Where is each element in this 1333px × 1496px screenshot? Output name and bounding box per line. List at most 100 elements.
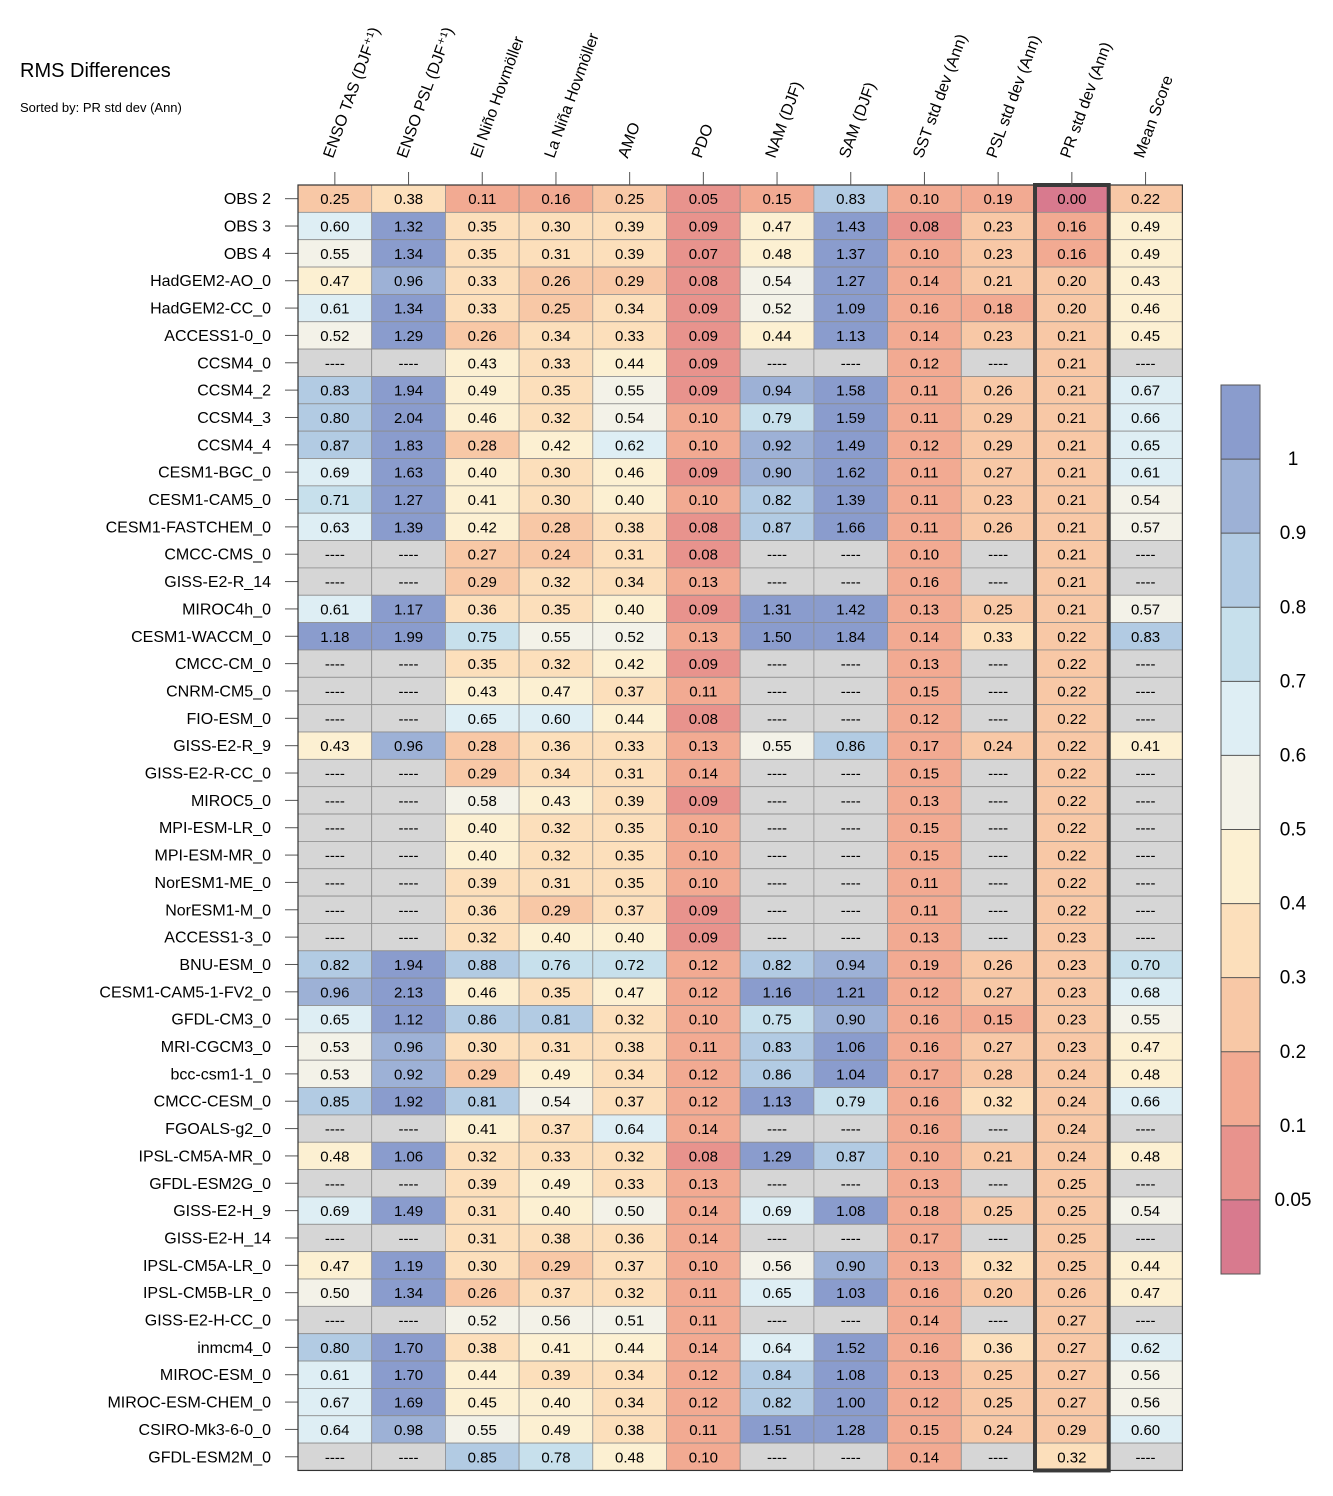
missing-value-label: ---- <box>767 902 787 919</box>
cell-value-label: 0.36 <box>541 738 570 755</box>
heatmap-cell <box>960 485 1036 514</box>
missing-value-label: ---- <box>325 848 345 865</box>
heatmap-cell <box>739 676 815 706</box>
cell-value-label: 0.14 <box>910 629 939 646</box>
missing-value-label: ---- <box>1136 355 1156 372</box>
cell-value-label: 0.23 <box>984 492 1013 509</box>
cell-value-label: 0.81 <box>541 1012 570 1029</box>
heatmap-cell <box>666 1005 741 1034</box>
missing-value-label: ---- <box>1136 930 1156 947</box>
cell-value-label: 1.49 <box>394 1203 423 1220</box>
missing-value-label: ---- <box>325 355 345 372</box>
chart-title: RMS Differences <box>20 60 171 82</box>
heatmap-cell <box>297 1278 373 1307</box>
heatmap-cell <box>371 348 446 377</box>
cell-value-label: 0.09 <box>689 601 718 618</box>
cell-value-label: 0.29 <box>468 766 497 783</box>
heatmap-cell <box>371 813 446 842</box>
cell-value-label: 0.33 <box>984 629 1013 646</box>
row-label: IPSL-CM5A-MR_0 <box>139 1148 272 1165</box>
cell-value-label: 0.21 <box>1057 383 1086 400</box>
row-label: ACCESS1-0_0 <box>164 328 271 345</box>
cell-value-label: 0.82 <box>762 957 791 974</box>
heatmap-cell <box>887 731 962 760</box>
cell-value-label: 0.16 <box>910 574 939 591</box>
cell-value-label: 0.11 <box>689 1422 717 1439</box>
cell-value-label: 0.34 <box>615 1395 644 1412</box>
heatmap-cell <box>444 1360 520 1389</box>
heatmap-cell <box>592 676 667 706</box>
cell-value-label: 0.56 <box>541 1313 570 1330</box>
heatmap-cell <box>518 950 594 979</box>
cell-value-label: 0.22 <box>1057 793 1086 810</box>
cell-value-label: 0.31 <box>615 766 644 783</box>
cell-value-label: 0.44 <box>615 355 644 372</box>
heatmap-cell <box>813 1059 889 1088</box>
row-label: GISS-E2-H-CC_0 <box>145 1313 271 1330</box>
cell-value-label: 1.18 <box>320 629 349 646</box>
heatmap-cell <box>592 458 667 487</box>
cell-value-label: 1.13 <box>836 328 865 345</box>
heatmap-cell <box>739 649 815 678</box>
heatmap-cell <box>1108 786 1183 815</box>
missing-value-label: ---- <box>1136 1176 1156 1193</box>
cell-value-label: 0.45 <box>468 1395 497 1412</box>
cell-value-label: 0.27 <box>984 465 1013 482</box>
row-label: MIROC-ESM_0 <box>160 1367 271 1384</box>
cell-value-label: 0.19 <box>910 957 939 974</box>
heatmap-cell <box>887 458 962 487</box>
heatmap-cell <box>887 430 962 459</box>
missing-value-label: ---- <box>1136 848 1156 865</box>
heatmap-cell <box>371 1169 446 1198</box>
cell-value-label: 0.24 <box>1057 1148 1086 1165</box>
cell-value-label: 1.34 <box>394 246 423 263</box>
heatmap-cell <box>739 403 815 432</box>
cell-value-label: 0.38 <box>541 1230 570 1247</box>
cell-value-label: 0.27 <box>1057 1395 1086 1412</box>
missing-value-label: ---- <box>399 930 419 947</box>
cell-value-label: 0.38 <box>394 191 423 208</box>
heatmap-cell <box>297 950 373 979</box>
cell-value-label: 0.32 <box>615 1148 644 1165</box>
heatmap-cell <box>444 403 520 432</box>
cell-value-label: 0.17 <box>910 1230 939 1247</box>
cell-value-label: 0.34 <box>615 1367 644 1384</box>
heatmap-cell <box>887 403 962 432</box>
cell-value-label: 0.47 <box>615 984 644 1001</box>
colorbar-tick-label: 0.1 <box>1280 1116 1306 1137</box>
cell-value-label: 0.34 <box>615 301 644 318</box>
heatmap-cell <box>960 841 1036 870</box>
heatmap-cell <box>739 567 815 596</box>
cell-value-label: 0.16 <box>1057 246 1086 263</box>
missing-value-label: ---- <box>767 1230 787 1247</box>
cell-value-label: 1.59 <box>836 410 865 427</box>
column-label: ENSO TAS (DJF⁺¹) <box>321 25 384 160</box>
cell-value-label: 0.35 <box>468 656 497 673</box>
cell-value-label: 0.22 <box>1057 711 1086 728</box>
heatmap-cell <box>666 1360 741 1389</box>
cell-value-label: 0.85 <box>320 1094 349 1111</box>
heatmap-cell <box>1108 1305 1183 1335</box>
cell-value-label: 0.96 <box>394 1039 423 1056</box>
cell-value-label: 0.45 <box>1131 328 1160 345</box>
heatmap-cell <box>887 266 962 295</box>
heatmap-cell <box>371 512 446 541</box>
cell-value-label: 0.52 <box>615 629 644 646</box>
heatmap-cell <box>960 1114 1036 1143</box>
cell-value-label: 0.13 <box>910 930 939 947</box>
missing-value-label: ---- <box>399 656 419 673</box>
heatmap-cell <box>592 622 667 651</box>
heatmap-cell <box>371 1305 446 1335</box>
heatmap-cell <box>813 649 889 678</box>
heatmap-cell <box>739 348 815 377</box>
cell-value-label: 0.39 <box>468 1176 497 1193</box>
cell-value-label: 0.41 <box>1131 738 1160 755</box>
heatmap-cell <box>592 1114 667 1143</box>
cell-value-label: 0.10 <box>689 1449 718 1466</box>
missing-value-label: ---- <box>1136 711 1156 728</box>
cell-value-label: 0.11 <box>910 519 938 536</box>
missing-value-label: ---- <box>988 820 1008 837</box>
heatmap-cell <box>1034 868 1110 897</box>
cell-value-label: 0.40 <box>615 930 644 947</box>
missing-value-label: ---- <box>841 547 861 564</box>
